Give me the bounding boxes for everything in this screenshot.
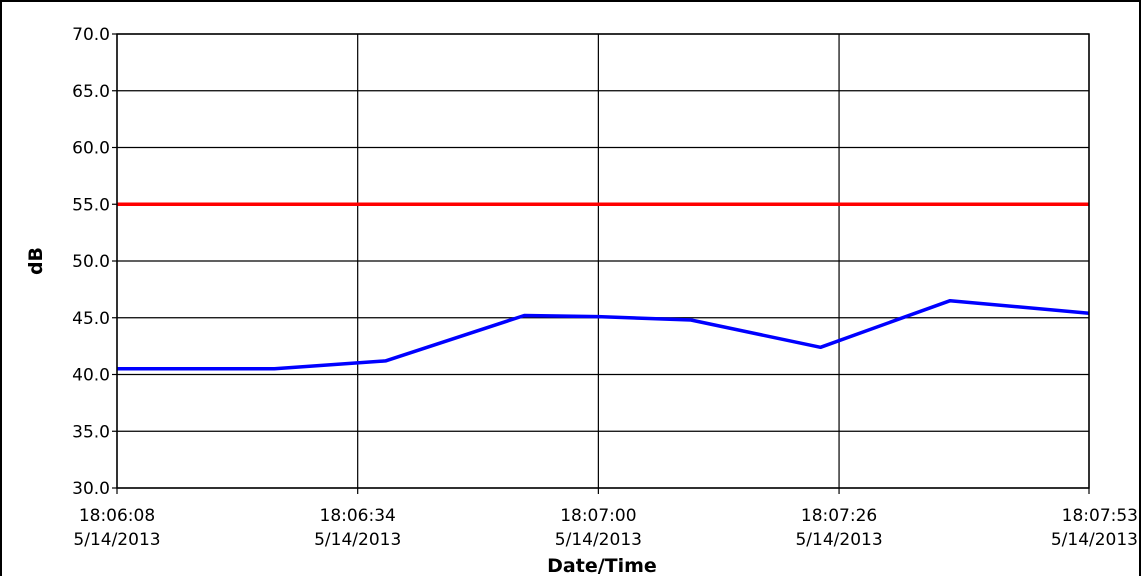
y-tick-label: 70.0: [72, 25, 110, 45]
series-line-db: [117, 298, 1090, 371]
x-tick-date-label: 5/14/2013: [795, 530, 882, 550]
x-axis-ticks: 18:06:08 5/14/2013 18:06:34 5/14/2013 18:07:…: [73, 488, 1138, 550]
x-tick-time-label: 18:06:34: [320, 506, 396, 526]
y-tick-label: 35.0: [72, 422, 110, 442]
y-tick-label: 50.0: [72, 252, 110, 272]
y-axis-title: dB: [25, 247, 47, 275]
x-tick-date-label: 5/14/2013: [1051, 530, 1138, 550]
y-tick-label: 30.0: [72, 479, 110, 499]
y-tick-label: 55.0: [72, 195, 110, 215]
series-lines: [117, 202, 1090, 371]
x-tick-date-label: 5/14/2013: [555, 530, 642, 550]
y-tick-label: 65.0: [72, 82, 110, 102]
y-tick-label: 45.0: [72, 309, 110, 329]
y-axis-ticks: 30.0 35.0 40.0 45.0 50.0 55.0 60.0 65.0 70.0: [72, 25, 117, 499]
plot-area-border: [116, 33, 1090, 489]
x-axis-title: Date/Time: [547, 555, 657, 576]
x-tick-time-label: 18:07:00: [560, 506, 636, 526]
x-tick-date-label: 5/14/2013: [73, 530, 160, 550]
grid-lines: [116, 33, 1090, 489]
y-tick-label: 60.0: [72, 139, 110, 159]
x-tick-time-label: 18:07:53: [1062, 506, 1138, 526]
y-tick-label: 40.0: [72, 366, 110, 386]
x-tick-time-label: 18:06:08: [79, 506, 155, 526]
x-tick-date-label: 5/14/2013: [314, 530, 401, 550]
x-tick-time-label: 18:07:26: [801, 506, 877, 526]
